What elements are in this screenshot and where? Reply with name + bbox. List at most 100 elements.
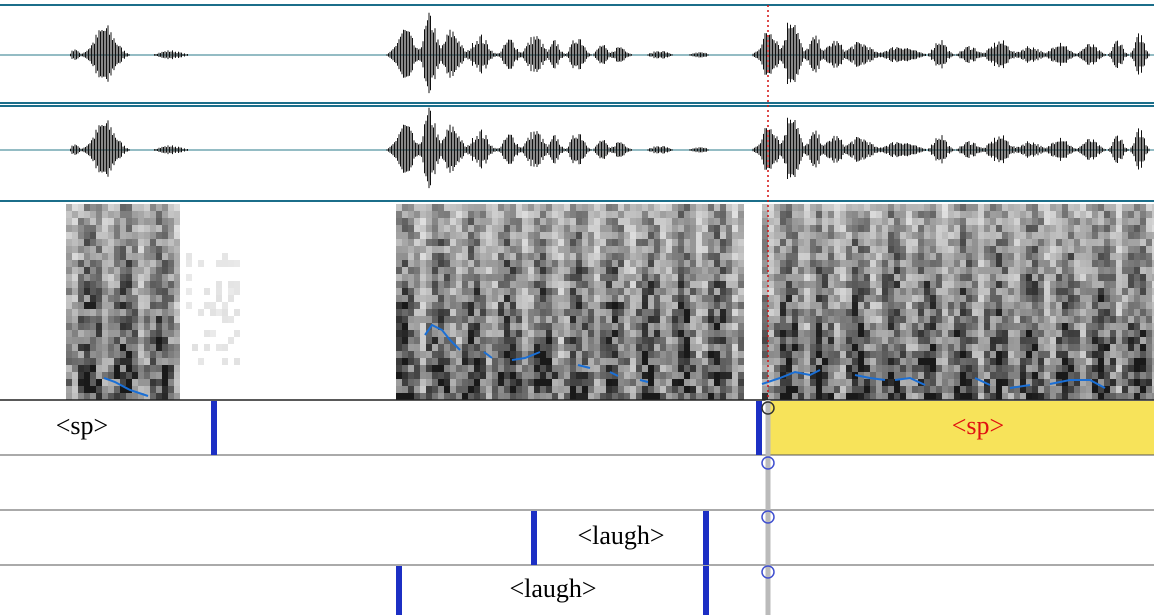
spectro-cell: [762, 225, 768, 232]
spectro-cell: [558, 330, 564, 337]
spectro-cell: [588, 372, 594, 379]
spectro-cell: [144, 344, 150, 351]
spectro-cell: [564, 218, 570, 225]
spectro-cell: [1056, 295, 1062, 302]
spectro-cell: [78, 267, 84, 274]
spectro-cell: [642, 365, 648, 372]
spectro-cell: [582, 267, 588, 274]
boundary[interactable]: [531, 511, 537, 565]
spectro-cell: [462, 211, 468, 218]
spectro-cell: [120, 295, 126, 302]
spectro-cell: [684, 309, 690, 316]
spectro-cell: [1050, 211, 1056, 218]
spectro-cell: [960, 246, 966, 253]
spectro-cell: [894, 260, 900, 267]
spectro-cell: [1098, 302, 1104, 309]
spectro-cell: [534, 302, 540, 309]
spectro-cell: [558, 211, 564, 218]
spectro-cell: [216, 288, 222, 295]
spectro-cell: [1122, 288, 1128, 295]
spectro-cell: [864, 323, 870, 330]
selected-interval[interactable]: [770, 401, 1154, 455]
spectro-cell: [690, 288, 696, 295]
spectro-cell: [1062, 260, 1068, 267]
spectro-cell: [786, 323, 792, 330]
spectro-cell: [816, 302, 822, 309]
spectro-cell: [720, 316, 726, 323]
spectro-cell: [108, 344, 114, 351]
spectro-cell: [594, 302, 600, 309]
spectro-cell: [426, 386, 432, 393]
spectro-cell: [72, 330, 78, 337]
spectro-cell: [858, 323, 864, 330]
spectro-cell: [426, 379, 432, 386]
spectro-cell: [594, 344, 600, 351]
spectro-cell: [852, 225, 858, 232]
spectro-cell: [906, 253, 912, 260]
spectro-cell: [1116, 288, 1122, 295]
spectro-cell: [1014, 232, 1020, 239]
boundary[interactable]: [703, 511, 709, 565]
spectro-cell: [78, 218, 84, 225]
spectro-cell: [102, 372, 108, 379]
interval-label[interactable]: <sp>: [56, 411, 108, 440]
spectro-cell: [432, 211, 438, 218]
interval-label[interactable]: <laugh>: [509, 574, 596, 603]
spectro-cell: [144, 386, 150, 393]
spectro-cell: [1062, 246, 1068, 253]
spectro-cell: [1134, 309, 1140, 316]
spectro-cell: [450, 267, 456, 274]
spectro-cell: [534, 344, 540, 351]
spectro-cell: [942, 323, 948, 330]
spectro-cell: [642, 358, 648, 365]
spectro-cell: [480, 393, 486, 400]
spectro-cell: [1074, 239, 1080, 246]
spectro-cell: [612, 281, 618, 288]
spectro-cell: [132, 393, 138, 400]
spectro-cell: [918, 239, 924, 246]
spectro-cell: [546, 393, 552, 400]
spectro-cell: [1020, 351, 1026, 358]
spectro-cell: [150, 204, 156, 211]
spectro-cell: [924, 365, 930, 372]
boundary[interactable]: [211, 401, 217, 455]
boundary[interactable]: [756, 401, 762, 455]
spectro-cell: [90, 337, 96, 344]
interval-label[interactable]: <sp>: [952, 411, 1004, 440]
spectro-cell: [972, 302, 978, 309]
spectro-cell: [582, 330, 588, 337]
spectro-cell: [1122, 337, 1128, 344]
spectro-cell: [486, 232, 492, 239]
spectro-cell: [702, 295, 708, 302]
spectro-cell: [1044, 393, 1050, 400]
spectro-cell: [1002, 211, 1008, 218]
spectro-cell: [702, 337, 708, 344]
spectro-cell: [1110, 372, 1116, 379]
spectro-cell: [522, 260, 528, 267]
spectro-cell: [876, 288, 882, 295]
spectro-cell: [690, 211, 696, 218]
spectro-cell: [1020, 295, 1026, 302]
spectro-cell: [72, 225, 78, 232]
boundary[interactable]: [396, 566, 402, 615]
spectro-cell: [408, 239, 414, 246]
spectro-cell: [198, 260, 204, 267]
spectro-cell: [498, 253, 504, 260]
spectro-cell: [198, 358, 204, 365]
spectro-cell: [726, 316, 732, 323]
spectro-cell: [138, 330, 144, 337]
spectro-cell: [900, 330, 906, 337]
interval-label[interactable]: <laugh>: [577, 521, 664, 550]
spectro-cell: [1056, 351, 1062, 358]
spectro-cell: [1140, 337, 1146, 344]
spectro-cell: [1104, 358, 1110, 365]
spectro-cell: [534, 295, 540, 302]
spectro-cell: [150, 225, 156, 232]
spectro-cell: [522, 232, 528, 239]
spectro-cell: [528, 274, 534, 281]
spectro-cell: [828, 232, 834, 239]
spectro-cell: [438, 358, 444, 365]
spectro-cell: [654, 365, 660, 372]
boundary[interactable]: [703, 566, 709, 615]
spectro-cell: [1086, 358, 1092, 365]
